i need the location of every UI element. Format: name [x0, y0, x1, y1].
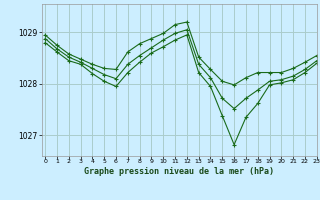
X-axis label: Graphe pression niveau de la mer (hPa): Graphe pression niveau de la mer (hPa) — [84, 167, 274, 176]
